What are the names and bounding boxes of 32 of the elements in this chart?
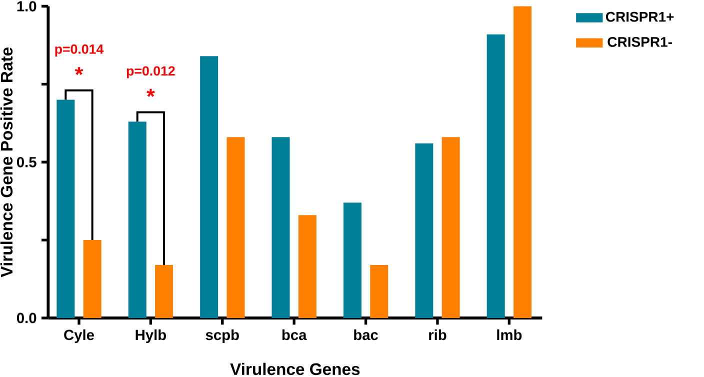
bar [200,56,218,318]
x-tick-label: bac [354,329,378,340]
y-tick-label: 1.0 [17,1,36,12]
annotation: * [146,88,155,97]
legend-label: CRISPR1+ [606,12,674,22]
bar [415,143,434,318]
annotation: p=0.012 [126,66,175,78]
x-tick-label: lmb [497,329,522,340]
x-tick-label: bca [282,329,307,340]
bar [83,240,102,318]
x-tick-label: scpb [206,329,239,344]
bar [370,264,388,318]
bar [128,122,146,318]
bar [226,137,245,318]
x-tick-label: Cyle [64,329,94,344]
bar [343,202,362,318]
y-tick-label: 0.0 [16,312,36,324]
annotation: * [74,67,84,76]
bar [514,6,532,318]
x-tick-label: Hylb [136,329,166,344]
y-tick-label: 0.5 [16,156,36,168]
annotation: p=0.014 [55,44,104,56]
bar [486,34,505,318]
x-axis-title: Virulence Genes [230,362,360,376]
x-tick-label: rib [429,329,446,340]
bar [56,100,75,318]
y-axis-title: Virulence Gene Positive Rate [0,48,13,278]
bar [442,137,460,318]
bar [272,137,290,318]
bar [298,215,316,318]
legend-label: CRISPR1- [608,36,672,47]
bar [155,264,174,318]
